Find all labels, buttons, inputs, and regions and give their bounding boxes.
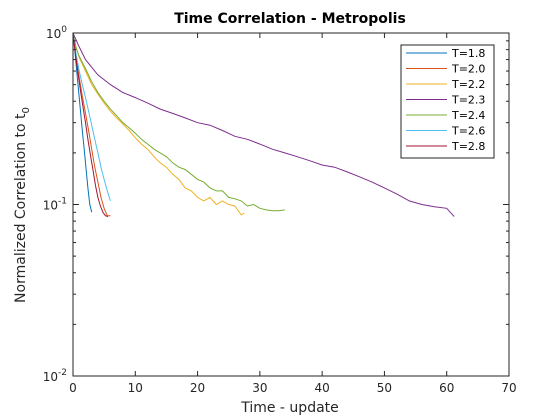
y-tick-label: 100 [46,25,67,41]
series-line [72,32,93,213]
series-line [72,32,455,217]
legend-label: T=2.3 [451,94,485,107]
legend-label: T=2.8 [451,140,485,153]
x-tick-label: 50 [377,381,392,395]
series-line [72,32,245,216]
axis-ticks: 0 10 20 30 40 50 60 70 10-2 10-1 100 [43,25,517,395]
series-line [72,32,111,217]
y-axis-label: Normalized Correlation to t0 [13,107,32,303]
series-layer [72,32,455,218]
x-tick-label: 70 [501,381,516,395]
y-axis-label-main: Normalized Correlation to t [13,113,29,303]
x-axis-label: Time - update [240,400,339,416]
series-line [72,32,285,212]
y-tick-label: 10-2 [43,368,67,384]
x-tick-label: 60 [439,381,454,395]
legend: T=1.8 T=2.0 T=2.2 T=2.3 T=2.4 T=2.6 T=2.8 [400,44,495,159]
x-tick-label: 40 [315,381,330,395]
legend-label: T=2.6 [451,125,485,138]
x-tick-label: 10 [128,381,143,395]
legend-label: T=1.8 [451,47,485,60]
x-tick-label: 30 [252,381,267,395]
y-axis-label-subscript: 0 [21,107,32,113]
legend-box [400,44,495,159]
legend-label: T=2.4 [451,109,485,122]
series-line [72,32,111,202]
x-tick-label: 20 [190,381,205,395]
legend-label: T=2.2 [451,78,485,91]
legend-label: T=2.0 [451,63,485,76]
chart-title: Time Correlation - Metropolis [174,11,406,27]
x-tick-label: 0 [69,381,77,395]
y-tick-label: 10-1 [43,197,67,213]
series-line [72,32,109,218]
